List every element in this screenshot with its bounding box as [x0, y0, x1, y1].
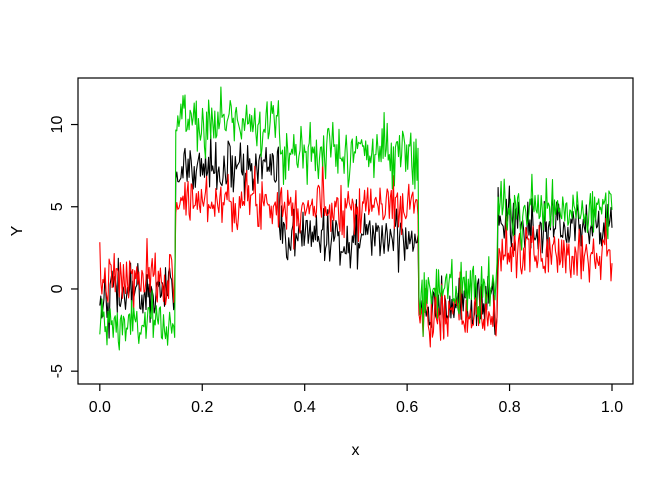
y-tick-label: 5 — [49, 202, 66, 211]
y-tick-label: -5 — [49, 364, 66, 378]
y-tick-label: 10 — [49, 116, 66, 134]
x-tick-label: 0.8 — [498, 399, 520, 416]
y-tick-label: 0 — [49, 284, 66, 293]
x-tick-label: 1.0 — [601, 399, 623, 416]
x-tick-label: 0.4 — [294, 399, 316, 416]
y-axis: -5 0 5 10 — [49, 116, 78, 378]
series-line-green — [99, 86, 613, 351]
x-axis: 0.0 0.2 0.4 0.6 0.8 1.0 — [89, 384, 623, 416]
plot-box — [77, 77, 634, 385]
x-tick-label: 0.6 — [396, 399, 418, 416]
x-tick-label: 0.0 — [89, 399, 111, 416]
data-series — [99, 86, 613, 351]
series-line-red — [99, 158, 613, 348]
y-axis-title: Y — [9, 225, 26, 236]
x-axis-title: x — [352, 442, 360, 459]
series-line-black — [99, 134, 613, 339]
x-tick-label: 0.2 — [191, 399, 213, 416]
